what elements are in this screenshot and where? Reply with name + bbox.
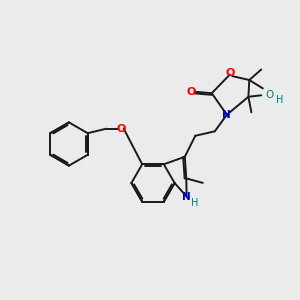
Text: H: H xyxy=(191,198,199,208)
Text: H: H xyxy=(276,95,284,105)
Text: N: N xyxy=(182,191,191,202)
Text: O: O xyxy=(116,124,125,134)
Text: O: O xyxy=(186,87,196,97)
Text: O: O xyxy=(265,90,274,100)
Text: N: N xyxy=(222,110,231,120)
Text: O: O xyxy=(225,68,235,78)
